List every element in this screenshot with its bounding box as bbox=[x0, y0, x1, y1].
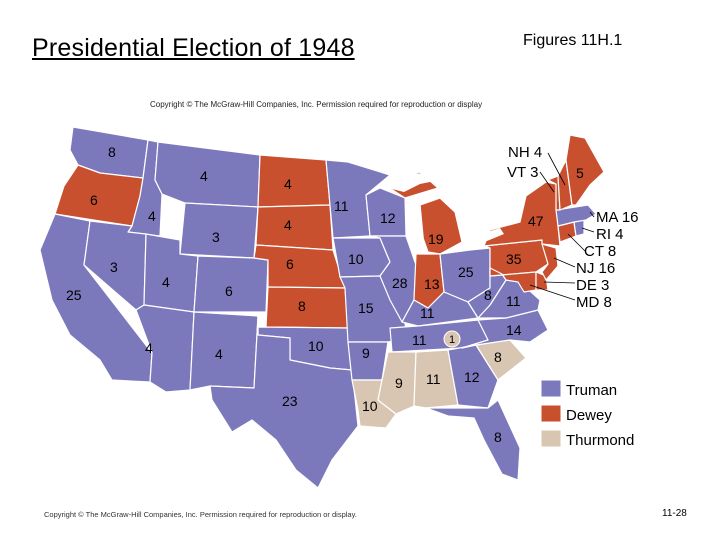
votes-wa: 8 bbox=[108, 144, 116, 160]
votes-wy: 3 bbox=[212, 229, 220, 245]
votes-ca: 25 bbox=[66, 287, 82, 303]
legend-label-dewey: Dewey bbox=[566, 407, 612, 424]
votes-mo: 15 bbox=[358, 300, 374, 316]
votes-tx: 23 bbox=[282, 393, 298, 409]
votes-tn-thurmond: 1 bbox=[449, 334, 455, 346]
leader-nj bbox=[553, 257, 576, 268]
leader-md bbox=[529, 284, 576, 301]
footer-copyright: Copyright © The McGraw-Hill Companies, I… bbox=[44, 510, 357, 519]
callout-ri: RI 4 bbox=[596, 226, 624, 243]
state-tx bbox=[209, 315, 359, 489]
state-me bbox=[565, 134, 605, 206]
lake-michigan bbox=[410, 198, 424, 252]
votes-ia: 10 bbox=[348, 251, 364, 267]
votes-wv: 8 bbox=[484, 287, 492, 303]
votes-mt: 4 bbox=[200, 168, 208, 184]
callout-ma: MA 16 bbox=[596, 209, 639, 226]
state-wi bbox=[365, 187, 407, 237]
lake-erie bbox=[462, 228, 504, 248]
lake-huron bbox=[440, 188, 470, 226]
callout-labels: NH 4 VT 3 MA 16 RI 4 CT 8 NJ 16 DE 3 MD … bbox=[507, 144, 639, 311]
votes-nm: 4 bbox=[215, 346, 223, 362]
leader-ct bbox=[567, 233, 586, 252]
votes-pa: 35 bbox=[506, 251, 522, 267]
votes-fl: 8 bbox=[494, 429, 502, 445]
votes-ky: 11 bbox=[420, 305, 435, 321]
votes-or: 6 bbox=[90, 192, 98, 208]
page-number: 11-28 bbox=[662, 508, 687, 519]
votes-va: 11 bbox=[506, 293, 521, 309]
votes-mi: 19 bbox=[428, 231, 444, 247]
callout-md: MD 8 bbox=[576, 294, 612, 311]
figure-reference: Figures 11H.1 bbox=[523, 32, 623, 49]
votes-oh: 25 bbox=[458, 264, 474, 280]
state-nj bbox=[541, 243, 559, 281]
votes-nd: 4 bbox=[284, 176, 292, 192]
callout-leaders bbox=[529, 152, 595, 301]
votes-mn: 11 bbox=[334, 198, 349, 214]
state-ks bbox=[265, 286, 349, 329]
lake-superior bbox=[380, 172, 440, 192]
state-il bbox=[369, 235, 417, 323]
leader-vt bbox=[539, 171, 555, 193]
state-nd bbox=[257, 154, 331, 208]
legend-swatch-dewey bbox=[540, 404, 562, 423]
votes-az: 4 bbox=[145, 340, 153, 356]
callout-nj: NJ 16 bbox=[576, 260, 615, 277]
votes-sd: 4 bbox=[284, 217, 292, 233]
leader-ma bbox=[589, 211, 595, 218]
callout-nh: NH 4 bbox=[508, 144, 542, 161]
votes-ar: 9 bbox=[362, 345, 370, 361]
state-co bbox=[193, 255, 269, 313]
votes-ks: 8 bbox=[298, 298, 306, 314]
votes-ga: 12 bbox=[464, 369, 480, 385]
votes-ny: 47 bbox=[528, 213, 544, 229]
legend-swatch-truman bbox=[540, 379, 562, 398]
great-lakes bbox=[380, 172, 504, 252]
votes-id: 4 bbox=[148, 208, 156, 224]
votes-ms: 9 bbox=[395, 375, 403, 391]
state-ne bbox=[253, 244, 346, 289]
votes-ok: 10 bbox=[308, 338, 324, 354]
callout-vt: VT 3 bbox=[507, 164, 538, 181]
votes-co: 6 bbox=[225, 283, 233, 299]
state-tn-thurmond-elector bbox=[443, 330, 461, 348]
legend: Truman Dewey Thurmond bbox=[540, 379, 634, 449]
vote-labels: 8 6 25 4 3 4 3 4 6 4 4 4 4 6 8 10 23 11 … bbox=[66, 144, 584, 445]
leader-nh bbox=[547, 152, 566, 186]
votes-la: 10 bbox=[362, 398, 378, 414]
callout-ct: CT 8 bbox=[584, 243, 616, 260]
votes-me: 5 bbox=[576, 165, 584, 181]
votes-sc: 8 bbox=[494, 349, 502, 365]
state-ma bbox=[555, 204, 597, 227]
legend-label-thurmond: Thurmond bbox=[566, 432, 634, 449]
state-vt bbox=[547, 175, 561, 211]
votes-nv: 3 bbox=[110, 259, 118, 275]
leader-ri bbox=[581, 227, 595, 233]
state-nm bbox=[189, 311, 259, 391]
map-copyright: Copyright © The McGraw-Hill Companies, I… bbox=[150, 100, 483, 109]
slide-title: Presidential Election of 1948 bbox=[32, 34, 355, 62]
state-fl bbox=[425, 399, 521, 481]
callout-de: DE 3 bbox=[576, 277, 609, 294]
legend-swatch-thurmond bbox=[540, 429, 562, 448]
state-sd bbox=[255, 204, 334, 251]
votes-in: 13 bbox=[424, 276, 440, 292]
votes-il: 28 bbox=[392, 275, 408, 291]
legend-label-truman: Truman bbox=[566, 382, 617, 399]
votes-ne: 6 bbox=[286, 256, 294, 272]
votes-nc: 14 bbox=[506, 322, 522, 338]
votes-al: 11 bbox=[426, 371, 441, 387]
votes-ut: 4 bbox=[162, 274, 170, 290]
votes-tn: 11 bbox=[412, 332, 427, 348]
leader-de bbox=[543, 281, 576, 284]
votes-wi: 12 bbox=[380, 210, 396, 226]
state-al bbox=[413, 349, 459, 409]
